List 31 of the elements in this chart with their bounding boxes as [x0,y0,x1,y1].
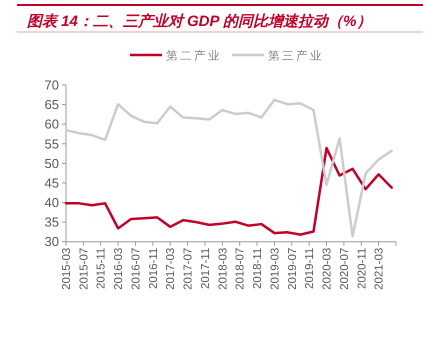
x-tick-label: 2015-07 [78,248,90,290]
x-tick-label: 2015-03 [61,248,73,290]
x-tick-label: 2019-11 [304,248,316,290]
x-tick-label: 2020-03 [322,248,334,290]
title: 图表 14：二、三产业对 GDP 的同比增速拉动（%） [27,13,372,30]
y-tick-label: 50 [44,156,59,171]
x-tick-label: 2016-11 [148,248,160,290]
y-tick-label: 60 [44,116,59,132]
x-tick-label: 2020-07 [338,248,351,290]
x-tick-label: 2017-07 [182,248,195,290]
y-tick-label: 30 [44,234,59,250]
y-tick-label: 65 [44,97,59,112]
legend-label: 第三产业 [268,48,324,62]
x-tick-label: 2018-03 [217,248,230,290]
x-tick-label: 2020-11 [356,248,368,290]
x-tick-label: 2015-11 [96,248,108,290]
y-tick-label: 40 [44,195,59,210]
x-tick-label: 2017-11 [200,248,212,290]
x-tick-label: 2019-03 [269,248,282,290]
x-tick-label: 2018-07 [234,248,247,290]
legend-label: 第二产业 [166,48,222,62]
x-tick-label: 2018-11 [252,248,264,290]
x-tick-label: 2019-07 [286,248,299,290]
x-tick-label: 2021-03 [374,248,386,290]
x-tick-label: 2016-03 [113,248,126,290]
y-tick-label: 35 [44,214,59,230]
x-tick-label: 2016-07 [130,248,142,290]
x-tick-label: 2017-03 [165,248,178,290]
y-tick-label: 45 [44,175,59,190]
y-tick-label: 70 [44,78,59,92]
y-tick-label: 55 [44,136,59,152]
